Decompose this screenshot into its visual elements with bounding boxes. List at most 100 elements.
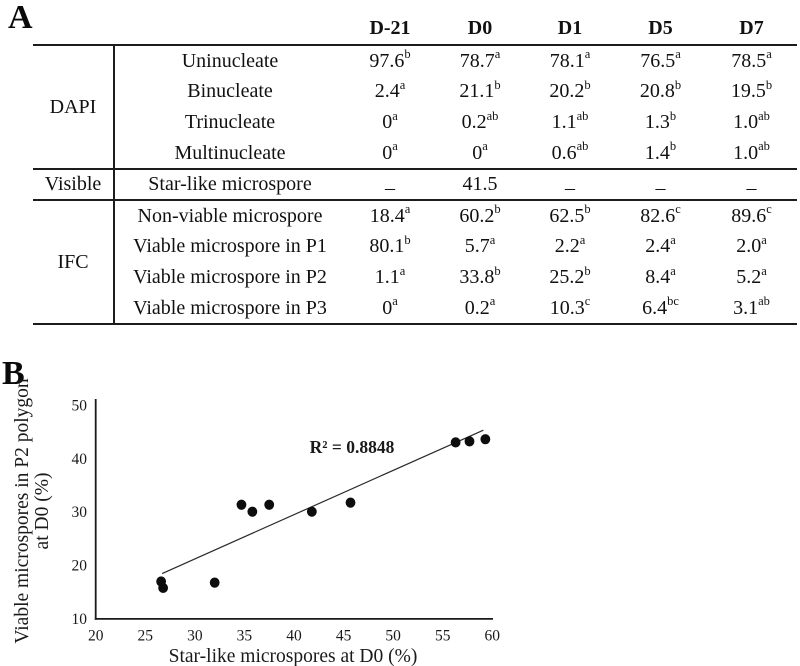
group-label-cell: DAPI bbox=[33, 45, 115, 170]
value-cell: 18.4a bbox=[369, 202, 411, 227]
group-label-cell: Visible bbox=[33, 169, 115, 201]
value-cell: 76.5a bbox=[640, 47, 681, 72]
value-cell: 82.6c bbox=[640, 202, 681, 227]
day-header: D5 bbox=[615, 12, 706, 46]
data-point bbox=[345, 497, 356, 508]
significance-letter: a bbox=[766, 47, 772, 62]
x-tick-label: 30 bbox=[187, 628, 203, 645]
y-tick-label: 30 bbox=[72, 504, 88, 521]
table-row: Multinucleate 0a 0a 0.6ab 1.4b 1.0ab bbox=[33, 138, 797, 170]
y-axis-title-line1: Viable microspores in P2 polygon bbox=[12, 378, 33, 644]
table-row: Visible Star-like microspore – 41.5 – – – bbox=[33, 169, 797, 201]
day-header: D-21 bbox=[345, 12, 435, 46]
x-tick-label: 45 bbox=[336, 628, 352, 645]
row-label-cell: Star-like microspore bbox=[114, 169, 345, 201]
row-label-cell: Viable microspore in P1 bbox=[133, 235, 327, 257]
significance-letter: a bbox=[489, 232, 496, 247]
significance-letter: a bbox=[670, 263, 676, 278]
value-cell: 25.2b bbox=[549, 263, 591, 288]
data-point bbox=[464, 436, 475, 447]
value-cell: 89.6c bbox=[731, 202, 772, 227]
significance-letter: a bbox=[675, 47, 681, 62]
value-cell: 1.3b bbox=[644, 108, 677, 133]
value-cell: 78.7a bbox=[459, 47, 501, 72]
value-cell: 0a bbox=[345, 293, 435, 325]
value-cell: 1.0ab bbox=[733, 108, 770, 133]
value-cell: 21.1b bbox=[459, 77, 501, 102]
row-label-cell: Non-viable microspore bbox=[137, 204, 323, 227]
value-cell: 41.5 bbox=[435, 169, 525, 201]
significance-letter: ab bbox=[758, 139, 770, 154]
significance-letter: c bbox=[675, 202, 681, 217]
y-tick-label: 50 bbox=[72, 398, 88, 415]
y-tick-label: 10 bbox=[72, 611, 88, 628]
significance-letter: b bbox=[674, 77, 682, 92]
value-cell: 97.6b bbox=[369, 47, 411, 72]
value-cell: 3.1ab bbox=[706, 293, 797, 325]
significance-letter: a bbox=[404, 202, 411, 217]
value-cell: 60.2b bbox=[459, 202, 501, 227]
day-header: D1 bbox=[525, 12, 615, 46]
data-point bbox=[450, 437, 461, 448]
significance-letter: c bbox=[584, 294, 591, 309]
significance-letter: b bbox=[584, 202, 591, 217]
value-cell: – bbox=[525, 169, 615, 201]
significance-letter: a bbox=[489, 294, 496, 309]
value-cell: 33.8b bbox=[459, 263, 501, 288]
significance-letter: a bbox=[761, 232, 767, 247]
data-point bbox=[247, 506, 258, 517]
value-cell: 1.0ab bbox=[706, 138, 797, 170]
significance-letter: a bbox=[584, 47, 591, 62]
value-cell: 2.0a bbox=[736, 232, 767, 257]
results-table: D-21 D0 D1 D5 D7 DAPI Uninucleate 97.6b 78.7a 78… bbox=[33, 12, 797, 325]
x-tick-label: 25 bbox=[138, 628, 154, 645]
r-squared-annotation: R² = 0.8848 bbox=[310, 437, 395, 457]
value-cell: 5.2a bbox=[736, 263, 767, 288]
x-tick-label: 40 bbox=[286, 628, 302, 645]
day-header: D0 bbox=[435, 12, 525, 46]
table-header-row: D-21 D0 D1 D5 D7 bbox=[33, 12, 797, 46]
significance-letter: b bbox=[404, 232, 411, 247]
value-cell: 20.2b bbox=[549, 77, 591, 102]
day-header: D7 bbox=[706, 12, 797, 46]
no-data-dash: – bbox=[565, 177, 575, 199]
significance-letter: a bbox=[761, 263, 767, 278]
row-label-cell: Trinucleate bbox=[184, 111, 276, 133]
row-label-cell: Multinucleate bbox=[114, 138, 345, 170]
value-cell: 80.1b bbox=[369, 232, 411, 257]
value-cell: – bbox=[615, 169, 706, 201]
significance-letter: a bbox=[392, 108, 398, 123]
value-cell: 0a bbox=[345, 138, 435, 170]
value-cell: 1.4b bbox=[615, 138, 706, 170]
data-point bbox=[480, 434, 491, 445]
significance-letter: ab bbox=[758, 108, 770, 123]
value-cell: 2.4a bbox=[374, 77, 406, 102]
data-point bbox=[264, 499, 275, 510]
significance-letter: a bbox=[482, 139, 488, 154]
y-tick-label: 20 bbox=[72, 558, 88, 575]
row-label-cell: Binucleate bbox=[187, 80, 273, 102]
value-cell: 2.4a bbox=[645, 232, 676, 257]
significance-letter: a bbox=[392, 139, 398, 154]
significance-letter: b bbox=[494, 77, 501, 92]
value-cell: 0.2a bbox=[435, 293, 525, 325]
trend-line bbox=[161, 429, 484, 575]
value-cell: 0a bbox=[435, 138, 525, 170]
value-cell: 78.1a bbox=[549, 47, 591, 72]
x-tick-label: 60 bbox=[485, 628, 501, 645]
value-cell: 1.1a bbox=[374, 263, 406, 288]
table-row: Trinucleate 0a 0.2ab 1.1ab 1.3b 1.0ab bbox=[33, 107, 797, 138]
significance-letter: a bbox=[399, 263, 406, 278]
significance-letter: b bbox=[765, 77, 773, 92]
data-point bbox=[236, 499, 247, 510]
panel-a-table-container: D-21 D0 D1 D5 D7 DAPI Uninucleate 97.6b 78.7a 78… bbox=[33, 12, 797, 325]
significance-letter: b bbox=[494, 263, 501, 278]
table-row: Viable microspore in P1 80.1b 5.7a 2.2a 2.4a… bbox=[33, 231, 797, 262]
significance-letter: b bbox=[669, 139, 677, 154]
value-cell: 6.4bc bbox=[615, 293, 706, 325]
significance-letter: bc bbox=[667, 294, 679, 309]
table-row: Viable microspore in P2 1.1a 33.8b 25.2b 8.4… bbox=[33, 262, 797, 293]
label-header-spacer bbox=[114, 12, 345, 46]
significance-letter: a bbox=[392, 294, 398, 309]
